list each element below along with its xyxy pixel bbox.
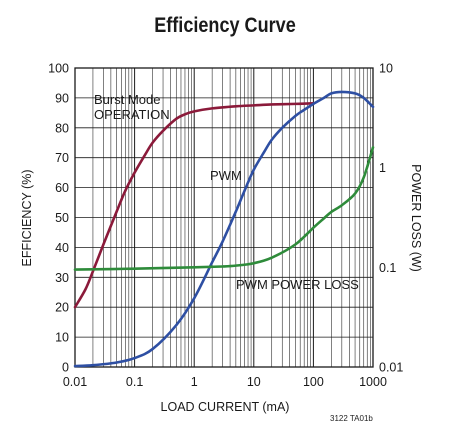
y2-tick-label: 10 xyxy=(379,62,393,76)
y-tick-label: 70 xyxy=(55,151,69,165)
chart-title: Efficiency Curve xyxy=(154,14,296,37)
tick-layer: 0.01 0.1 1 10 100 1000 0 10 20 30 40 50 60 70 80 90 100 0… xyxy=(48,62,403,390)
y2-tick-label: 1 xyxy=(379,161,386,175)
y-tick-label: 100 xyxy=(48,62,69,76)
y2-tick-label: 0.01 xyxy=(379,361,403,375)
y2-tick-label: 0.1 xyxy=(379,261,396,275)
annotation-pwm: PWM xyxy=(210,168,242,183)
series-line-burst-mode xyxy=(73,101,315,309)
figure-id: 3122 TA01b xyxy=(330,414,373,423)
grid-layer xyxy=(74,67,374,368)
y-tick-label: 60 xyxy=(55,181,69,195)
y-tick-label: 30 xyxy=(55,271,69,285)
x-tick-label: 1 xyxy=(191,375,198,389)
x-tick-label: 0.1 xyxy=(126,375,143,389)
annotation-burst-mode: Burst Mode xyxy=(94,92,160,107)
series-line-pwm-power-loss xyxy=(73,146,375,271)
x-tick-label: 0.01 xyxy=(63,375,87,389)
y-tick-label: 90 xyxy=(55,91,69,105)
annotation-pwm-power-loss: PWM POWER LOSS xyxy=(236,277,359,292)
series-line-pwm xyxy=(73,90,375,368)
x-tick-label: 1000 xyxy=(359,375,387,389)
y-tick-label: 20 xyxy=(55,301,69,315)
y-tick-label: 50 xyxy=(55,211,69,225)
y-axis-label: EFFICIENCY (%) xyxy=(20,170,34,267)
plot-frame xyxy=(74,67,374,368)
y-tick-label: 0 xyxy=(62,361,69,375)
y-tick-label: 80 xyxy=(55,121,69,135)
y-tick-label: 40 xyxy=(55,241,69,255)
y2-axis-label: POWER LOSS (W) xyxy=(409,164,423,272)
x-tick-label: 10 xyxy=(247,375,261,389)
annotation-operation: OPERATION xyxy=(94,107,170,122)
y-tick-label: 10 xyxy=(55,331,69,345)
series-layer xyxy=(73,90,375,368)
x-axis-label: LOAD CURRENT (mA) xyxy=(161,400,290,414)
x-tick-label: 100 xyxy=(303,375,324,389)
